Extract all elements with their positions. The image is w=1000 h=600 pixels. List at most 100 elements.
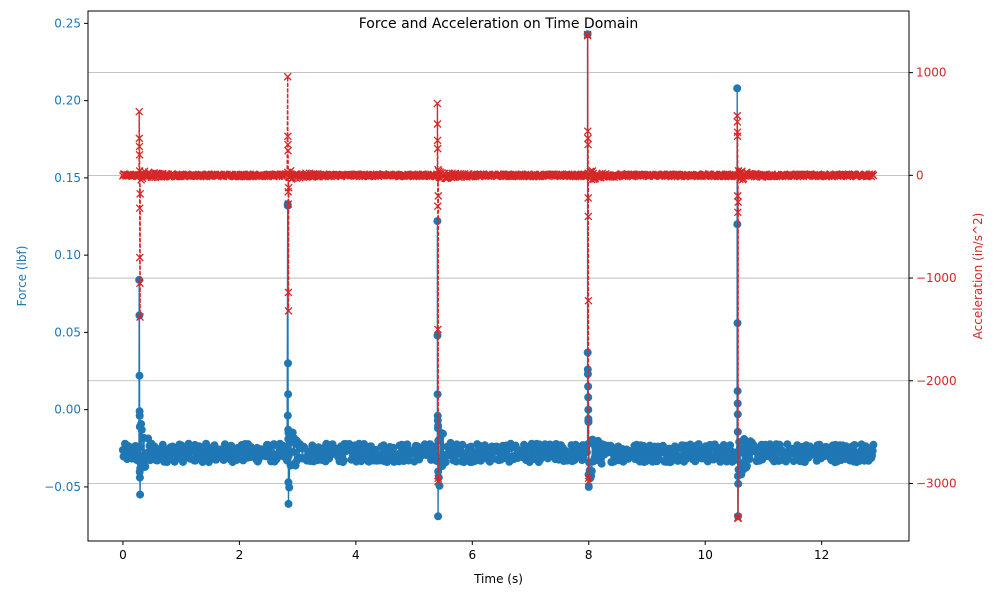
- acceleration-point: [734, 198, 743, 207]
- left-y-tick-label: 0.10: [54, 248, 81, 262]
- force-point: [435, 481, 444, 490]
- force-point: [339, 456, 348, 465]
- acceleration-point: [433, 99, 442, 108]
- force-point: [606, 441, 615, 450]
- series-layer: [118, 30, 878, 523]
- force-point: [135, 411, 144, 420]
- acceleration-point: [584, 474, 593, 483]
- acceleration-point: [433, 136, 442, 145]
- force-point: [686, 440, 695, 449]
- acceleration-point: [135, 142, 144, 151]
- force-point: [745, 455, 754, 463]
- acceleration-point: [583, 31, 592, 40]
- acceleration-point: [584, 140, 593, 149]
- x-tick-label: 6: [468, 548, 476, 562]
- force-point: [284, 390, 293, 399]
- right-y-axis-label: Acceleration (in/s^2): [971, 213, 985, 340]
- acceleration-point: [433, 120, 442, 128]
- x-axis: 0 2 4 6 8 10 12: [119, 541, 829, 562]
- force-point: [431, 442, 440, 451]
- force-point: [198, 458, 207, 466]
- acceleration-point: [135, 150, 144, 159]
- force-point: [868, 446, 877, 455]
- acceleration-point: [135, 253, 144, 262]
- acceleration-point: [733, 208, 742, 217]
- force-point: [135, 467, 144, 476]
- acceleration-point: [588, 167, 597, 175]
- force-point: [458, 440, 467, 449]
- force-point: [135, 371, 144, 380]
- acceleration-point: [583, 127, 592, 136]
- force-point: [285, 483, 294, 492]
- force-point: [659, 441, 667, 450]
- acceleration-point: [433, 202, 442, 211]
- force-point: [389, 443, 398, 452]
- acceleration-point: [136, 313, 145, 322]
- x-axis-label: Time (s): [473, 572, 523, 586]
- force-point: [587, 467, 596, 476]
- force-point: [137, 420, 146, 428]
- acceleration-point: [584, 477, 593, 486]
- force-point: [583, 370, 592, 379]
- acceleration-point: [135, 134, 144, 143]
- left-y-tick-label: 0.00: [54, 403, 81, 417]
- acceleration-point: [283, 140, 292, 149]
- force-point: [433, 217, 442, 226]
- force-series: [118, 30, 878, 521]
- acceleration-point: [284, 200, 293, 209]
- acceleration-point: [583, 134, 592, 143]
- acceleration-point: [283, 132, 292, 141]
- acceleration-point: [135, 279, 144, 288]
- force-point: [136, 490, 145, 499]
- acceleration-series: [118, 30, 878, 523]
- acceleration-point: [434, 191, 443, 200]
- force-point: [284, 499, 293, 508]
- acceleration-point: [283, 72, 292, 81]
- acceleration-point: [584, 296, 593, 305]
- acceleration-point: [584, 212, 593, 221]
- force-point: [434, 512, 443, 521]
- acceleration-point: [434, 474, 443, 483]
- force-point: [135, 473, 144, 482]
- x-tick-label: 2: [236, 548, 244, 562]
- acceleration-point: [734, 514, 743, 523]
- x-tick-label: 10: [698, 548, 713, 562]
- force-point: [584, 482, 593, 491]
- acceleration-point: [733, 111, 742, 120]
- acceleration-point: [135, 204, 144, 213]
- acceleration-point: [434, 477, 443, 486]
- right-y-tick-label: 0: [916, 168, 924, 182]
- acceleration-point: [136, 189, 145, 198]
- acceleration-point: [869, 171, 878, 180]
- left-y-axis: −0.05 0.00 0.05 0.10 0.15 0.20 0.25: [44, 16, 88, 494]
- acceleration-point: [135, 107, 144, 116]
- x-tick-label: 8: [585, 548, 593, 562]
- force-point: [441, 458, 450, 467]
- left-y-tick-label: 0.05: [54, 325, 81, 339]
- acceleration-point: [733, 191, 742, 200]
- left-y-tick-label: 0.25: [54, 16, 81, 30]
- x-tick-label: 0: [119, 548, 127, 562]
- acceleration-point: [433, 325, 442, 334]
- left-y-tick-label: −0.05: [44, 480, 81, 494]
- force-point: [733, 220, 742, 229]
- chart-title: Force and Acceleration on Time Domain: [359, 16, 639, 32]
- acceleration-point: [433, 144, 442, 153]
- acceleration-point: [733, 117, 742, 126]
- acceleration-point: [284, 288, 293, 297]
- force-point: [452, 457, 461, 466]
- right-y-axis: −3000 −2000 −1000 0 1000: [909, 66, 957, 490]
- force-point: [733, 84, 742, 93]
- grid-layer: [88, 72, 909, 484]
- acceleration-point: [584, 193, 593, 202]
- right-y-tick-label: −1000: [916, 271, 957, 285]
- force-point: [583, 348, 592, 357]
- acceleration-point: [284, 306, 293, 315]
- force-point: [850, 441, 859, 449]
- left-y-axis-label: Force (lbf): [15, 246, 29, 307]
- acceleration-point: [733, 132, 742, 141]
- force-point: [869, 440, 878, 449]
- right-y-tick-label: −2000: [916, 374, 957, 388]
- acceleration-point: [245, 172, 254, 181]
